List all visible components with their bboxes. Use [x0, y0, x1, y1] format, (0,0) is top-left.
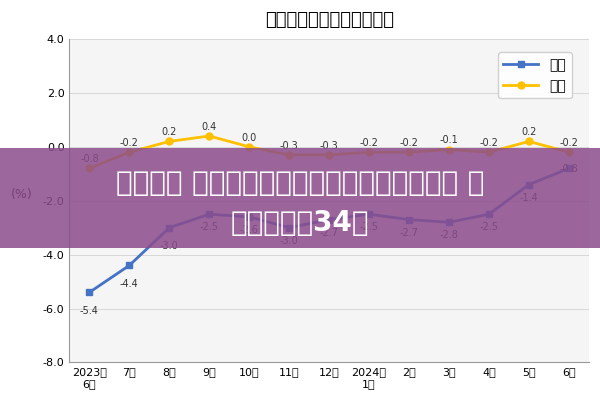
Text: -2.5: -2.5	[359, 222, 379, 232]
Text: -0.2: -0.2	[559, 138, 578, 148]
Text: -0.2: -0.2	[120, 138, 139, 148]
环比	[245, 144, 253, 149]
Text: -0.1: -0.1	[440, 136, 458, 146]
环比	[565, 150, 572, 154]
Text: -0.3: -0.3	[320, 141, 338, 151]
环比	[526, 139, 533, 144]
同比	[206, 212, 213, 216]
Y-axis label: (%): (%)	[11, 188, 33, 201]
Line: 同比: 同比	[86, 165, 572, 296]
同比	[86, 290, 93, 295]
Text: 省道已抢通34处: 省道已抢通34处	[231, 209, 369, 237]
Text: -0.2: -0.2	[400, 138, 419, 148]
同比	[166, 225, 173, 230]
Text: -0.3: -0.3	[280, 141, 299, 151]
同比	[126, 263, 133, 268]
Text: -0.2: -0.2	[359, 138, 379, 148]
Text: -2.5: -2.5	[479, 222, 499, 232]
环比	[206, 134, 213, 138]
Text: 0.2: 0.2	[161, 127, 177, 137]
同比	[485, 212, 493, 216]
Text: 0.4: 0.4	[202, 122, 217, 132]
Text: -0.8: -0.8	[560, 164, 578, 174]
Title: 工业生产者出厂价格涨跌幅: 工业生产者出厂价格涨跌幅	[265, 11, 394, 29]
Text: -2.8: -2.8	[440, 230, 458, 240]
Text: -3.0: -3.0	[280, 236, 299, 246]
Line: 环比: 环比	[86, 132, 572, 172]
Text: 配资查查 广东梅州强降雨受灾地区通信已恢复 国: 配资查查 广东梅州强降雨受灾地区通信已恢复 国	[116, 169, 484, 197]
同比	[365, 212, 373, 216]
同比	[286, 225, 293, 230]
同比	[406, 217, 413, 222]
Text: -1.4: -1.4	[520, 193, 538, 203]
环比	[286, 152, 293, 157]
环比	[365, 150, 373, 154]
Text: -2.5: -2.5	[200, 222, 219, 232]
环比	[166, 139, 173, 144]
环比	[86, 166, 93, 171]
同比	[326, 217, 333, 222]
Text: -2.6: -2.6	[240, 225, 259, 235]
环比	[485, 150, 493, 154]
Text: -0.8: -0.8	[80, 154, 99, 164]
Legend: 同比, 环比: 同比, 环比	[498, 52, 572, 98]
环比	[126, 150, 133, 154]
同比	[445, 220, 452, 225]
Text: -3.0: -3.0	[160, 241, 179, 251]
Text: -2.7: -2.7	[320, 228, 338, 238]
同比	[526, 182, 533, 187]
Text: -0.2: -0.2	[479, 138, 499, 148]
同比	[565, 166, 572, 171]
Text: 0.2: 0.2	[521, 127, 536, 137]
Text: -5.4: -5.4	[80, 306, 99, 316]
环比	[406, 150, 413, 154]
Text: -4.4: -4.4	[120, 279, 139, 289]
环比	[445, 147, 452, 152]
Text: 0.0: 0.0	[242, 133, 257, 143]
环比	[326, 152, 333, 157]
Text: -2.7: -2.7	[400, 228, 419, 238]
同比	[245, 214, 253, 219]
